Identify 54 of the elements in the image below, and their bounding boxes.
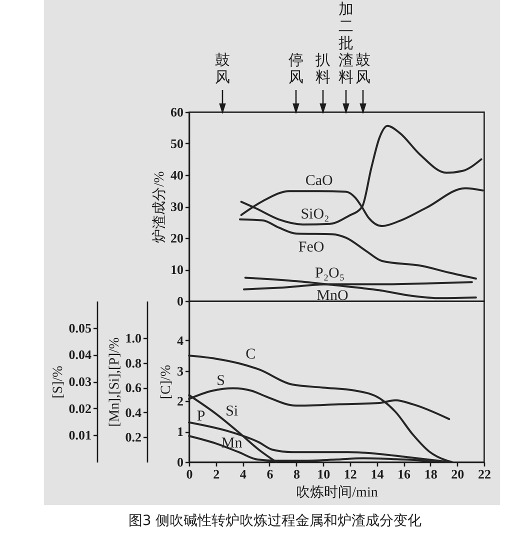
x-axis-title: 吹炼时间/min <box>296 484 378 500</box>
text: 加二批渣料 <box>338 1 354 86</box>
y2-tick-label: 0.2 <box>125 430 142 445</box>
y-tick-label: 50 <box>170 136 184 151</box>
y3-tick-label: 0.04 <box>68 347 92 362</box>
x-tick-label: 2 <box>213 466 220 482</box>
y-tick-label: 0 <box>177 454 184 470</box>
y-tick-label: 20 <box>170 230 184 246</box>
x-tick-label: 4 <box>240 466 247 482</box>
series-label: S <box>216 372 225 389</box>
y-axis-title: 炉渣成分/% <box>152 170 168 243</box>
y-tick-label: 0 <box>177 294 184 308</box>
series-label: C <box>246 346 256 362</box>
y-tick-label: 60 <box>170 104 184 120</box>
text: 停风 <box>288 52 304 86</box>
x-tick-label: 22 <box>478 466 491 482</box>
text: 鼓风 <box>215 52 230 86</box>
y2-tick-label: 0.8 <box>125 355 142 370</box>
y-tick-label: 4 <box>177 332 184 348</box>
x-tick-label: 12 <box>344 466 357 482</box>
series-label: P <box>196 408 206 424</box>
text: 扒料 <box>314 52 330 86</box>
series-label: CaO <box>305 173 333 190</box>
y3-axis-title: [S]/% <box>50 365 66 398</box>
y-tick-label: 2 <box>177 394 184 409</box>
x-tick-label: 8 <box>294 466 301 482</box>
series-label: Si <box>226 404 238 420</box>
x-tick-label: 20 <box>451 466 464 482</box>
y3-tick-label: 0.03 <box>68 374 92 389</box>
y3-tick-label: 0.05 <box>68 320 92 336</box>
x-tick-label: 6 <box>266 466 274 482</box>
x-tick-label: 10 <box>317 466 330 482</box>
y3-tick-label: 0.01 <box>68 428 92 443</box>
y-tick-label: 40 <box>170 168 184 182</box>
y2-tick-label: 0.6 <box>125 380 142 396</box>
y-tick-label: 1 <box>177 424 184 440</box>
y3-tick-label: 0.02 <box>68 400 92 416</box>
y-axis-title: [C]/% <box>159 364 174 400</box>
x-tick-label: 14 <box>370 466 384 482</box>
series-label: FeO <box>298 240 324 256</box>
y-tick-label: 10 <box>170 262 184 277</box>
y2-tick-label: 1.0 <box>125 330 142 346</box>
series-label: Mn <box>221 435 243 452</box>
text: 鼓风 <box>356 52 370 86</box>
series-label: MnO <box>316 288 348 304</box>
x-tick-label: 16 <box>398 466 412 482</box>
y-tick-label: 3 <box>177 363 184 378</box>
series-label: P₂O₅ <box>314 265 345 282</box>
y2-tick-label: 0.4 <box>125 404 142 420</box>
y-tick-label: 30 <box>170 199 184 214</box>
x-tick-label: 18 <box>424 466 438 482</box>
series-label: SiO₂ <box>300 206 330 222</box>
y2-axis-title: [Mn],[Si],[P]/% <box>107 336 122 427</box>
caption: 图3 侧吹碱性转炉吹炼过程金属和炉渣成分变化 <box>127 512 423 530</box>
